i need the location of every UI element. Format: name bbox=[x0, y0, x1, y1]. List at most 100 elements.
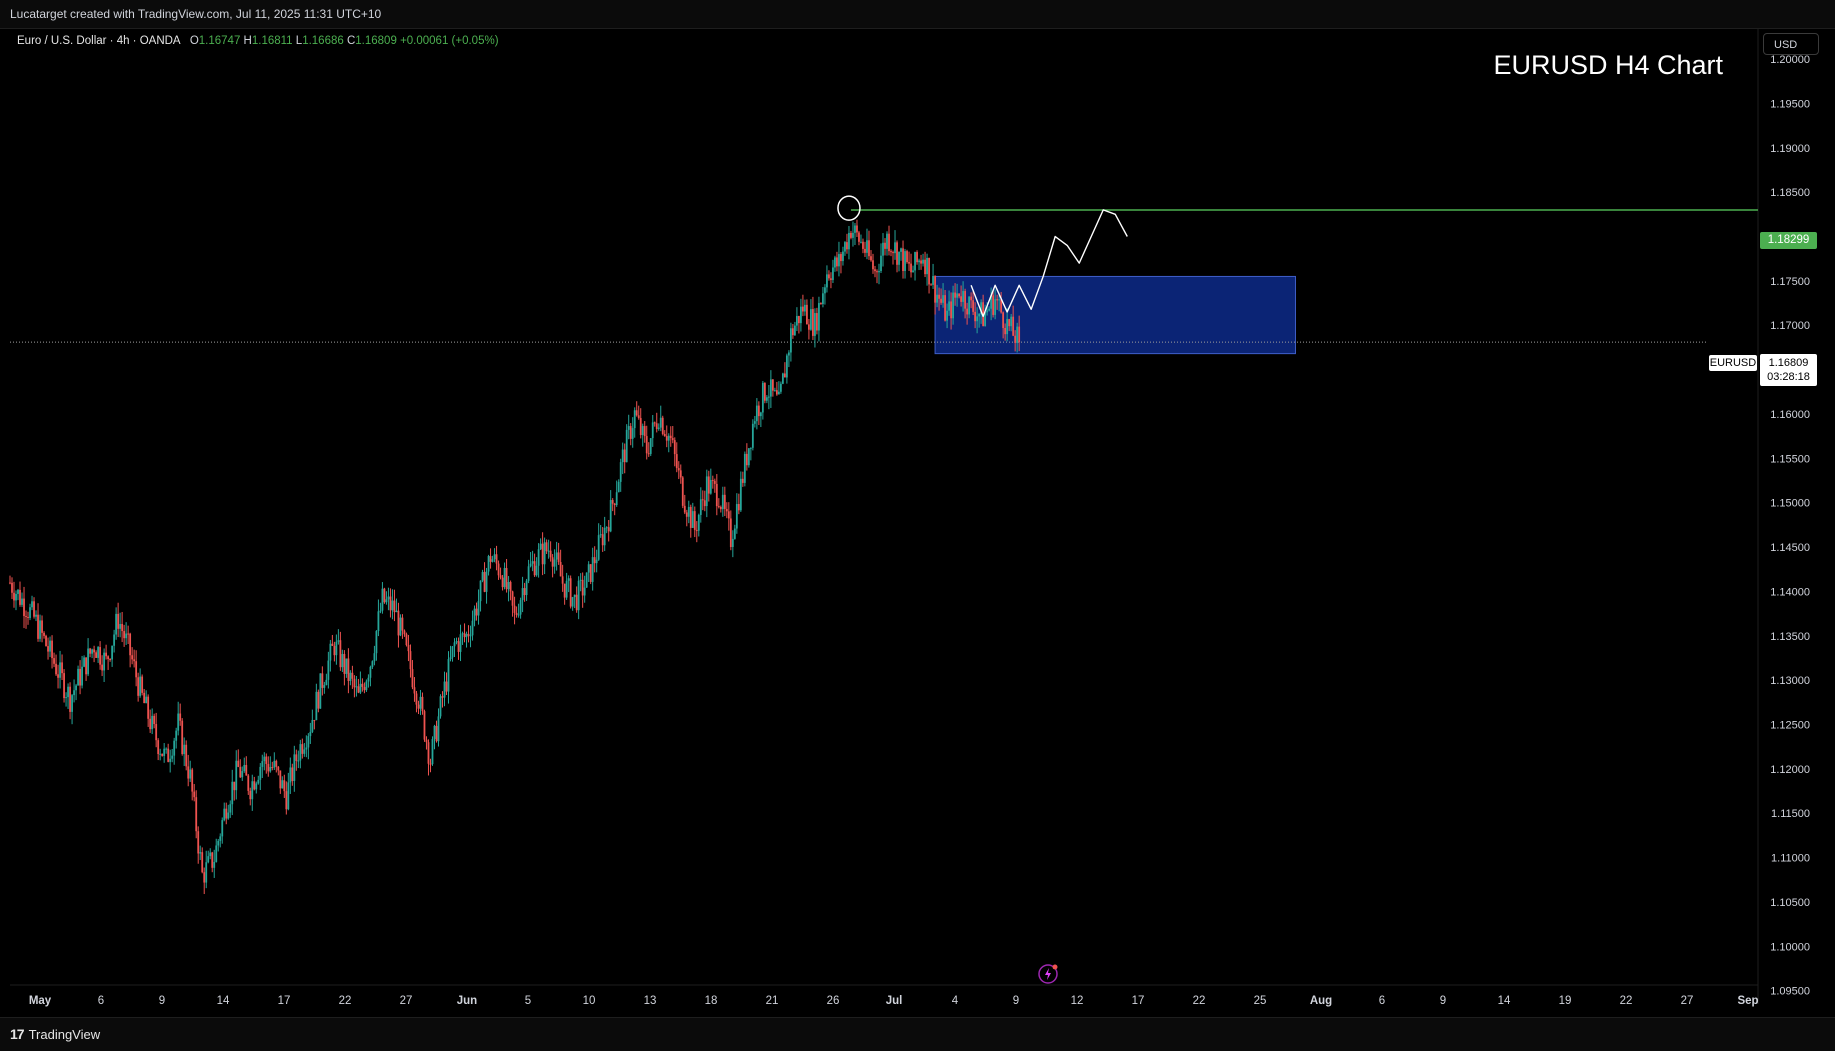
y-tick-label: 1.15000 bbox=[1770, 498, 1810, 510]
candle-body bbox=[816, 313, 818, 331]
candle-body bbox=[896, 242, 898, 265]
candle-body bbox=[900, 248, 902, 252]
candle-body bbox=[918, 260, 920, 263]
candle-body bbox=[954, 292, 956, 298]
x-tick-label: 9 bbox=[1013, 995, 1019, 1007]
candle-body bbox=[1012, 316, 1015, 336]
current-price-value: 1.16809 bbox=[1768, 357, 1809, 369]
x-tick-label: 13 bbox=[644, 995, 657, 1007]
candle-body bbox=[45, 635, 47, 647]
candle-body bbox=[201, 852, 204, 873]
candle-body bbox=[623, 449, 626, 463]
price-chart[interactable]: 1.200001.195001.190001.185001.180001.175… bbox=[0, 28, 1835, 1017]
candle-body bbox=[501, 577, 504, 588]
candle-body bbox=[555, 552, 558, 560]
candle-body bbox=[691, 511, 694, 528]
candle-body bbox=[669, 435, 672, 439]
candle-body bbox=[699, 499, 702, 515]
candle-body bbox=[681, 477, 684, 506]
candle-body bbox=[409, 651, 412, 670]
candle-body bbox=[241, 771, 244, 778]
candle-body bbox=[203, 872, 206, 883]
candle-body bbox=[860, 241, 862, 243]
candle-body bbox=[81, 666, 83, 686]
candle-body bbox=[369, 666, 372, 678]
candle-body bbox=[882, 242, 884, 256]
candle-body bbox=[539, 543, 542, 550]
candle-body bbox=[307, 736, 310, 748]
candle-body bbox=[187, 766, 190, 779]
x-tick-label: 22 bbox=[1620, 995, 1633, 1007]
candle-body bbox=[930, 284, 932, 286]
y-tick-label: 1.20000 bbox=[1770, 54, 1810, 66]
candle-body bbox=[687, 506, 690, 517]
candle-body bbox=[589, 564, 592, 582]
candle-body bbox=[51, 640, 53, 659]
candle-body bbox=[207, 856, 210, 863]
candle-body bbox=[71, 695, 73, 712]
candle-body bbox=[63, 673, 65, 699]
candle-body bbox=[31, 601, 33, 608]
y-tick-label: 1.17000 bbox=[1770, 320, 1810, 332]
candle-body bbox=[111, 645, 114, 660]
candle-body bbox=[575, 594, 578, 611]
lightning-icon[interactable] bbox=[1037, 963, 1059, 985]
candle-body bbox=[864, 248, 866, 253]
y-tick-label: 1.15500 bbox=[1770, 453, 1810, 465]
candle-body bbox=[325, 679, 328, 686]
candle-body bbox=[741, 478, 744, 483]
candle-body bbox=[579, 579, 582, 581]
candle-body bbox=[910, 263, 912, 273]
candle-body bbox=[217, 840, 220, 846]
candle-body bbox=[531, 561, 534, 564]
candle-body bbox=[75, 685, 77, 691]
candle-body bbox=[753, 421, 756, 424]
candle-body bbox=[273, 760, 276, 768]
candle-body bbox=[603, 527, 606, 546]
candle-body bbox=[223, 808, 226, 821]
y-tick-label: 1.10500 bbox=[1770, 897, 1810, 909]
candle-body bbox=[769, 379, 772, 397]
candle-body bbox=[293, 754, 296, 782]
candle-body bbox=[441, 696, 444, 698]
close-value: 1.16809 bbox=[355, 35, 397, 47]
candle-body bbox=[117, 613, 120, 629]
candle-body bbox=[375, 631, 378, 654]
candle-body bbox=[649, 438, 652, 454]
candle-body bbox=[119, 623, 122, 629]
candle-body bbox=[185, 744, 188, 767]
candle-body bbox=[763, 382, 766, 401]
tradingview-logo[interactable]: 17 TradingView bbox=[10, 1026, 100, 1042]
candle-body bbox=[679, 470, 682, 478]
candle-body bbox=[199, 852, 202, 854]
candle-body bbox=[383, 588, 386, 603]
candle-body bbox=[653, 422, 656, 424]
high-label: H bbox=[243, 35, 252, 47]
candle-body bbox=[557, 552, 560, 563]
candle-body bbox=[33, 601, 35, 617]
candle-body bbox=[297, 760, 300, 762]
candle-body bbox=[271, 767, 274, 769]
candle-body bbox=[569, 578, 572, 607]
candle-body bbox=[727, 511, 730, 519]
candle-body bbox=[970, 296, 973, 301]
candle-body bbox=[707, 476, 710, 494]
header-text: Lucatarget created with TradingView.com,… bbox=[10, 7, 382, 21]
candle-body bbox=[41, 620, 43, 633]
candle-body bbox=[373, 653, 376, 662]
candle-body bbox=[852, 232, 854, 238]
candle-body bbox=[743, 453, 746, 483]
currency-button[interactable]: USD bbox=[1763, 33, 1819, 55]
chart-title: EURUSD H4 Chart bbox=[1493, 50, 1723, 80]
candle-body bbox=[357, 686, 360, 693]
candle-body bbox=[693, 511, 696, 530]
candle-body bbox=[796, 316, 798, 326]
candle-body bbox=[715, 483, 718, 507]
candle-body bbox=[485, 571, 488, 592]
candle-body bbox=[431, 739, 434, 765]
candle-body bbox=[89, 648, 91, 654]
tradingview-logo-text: TradingView bbox=[28, 1026, 101, 1042]
candle-body bbox=[701, 499, 704, 501]
candle-body bbox=[349, 672, 352, 681]
candle-body bbox=[455, 641, 458, 643]
